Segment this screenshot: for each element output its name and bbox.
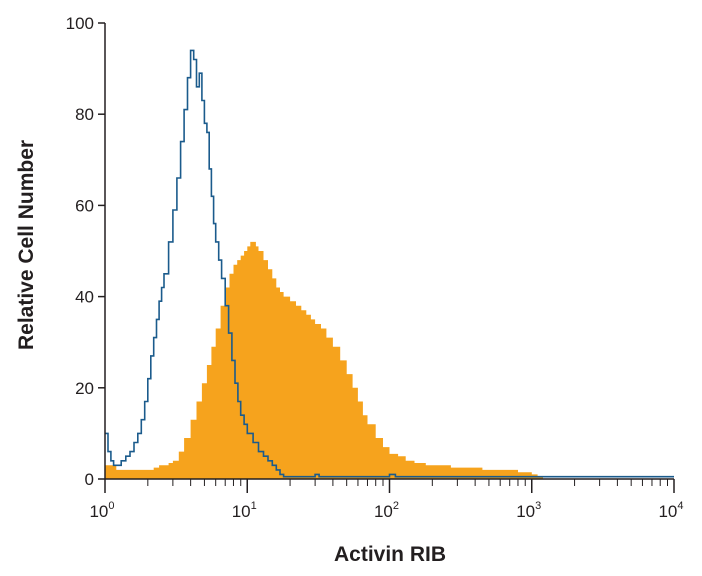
x-tick-label: 104: [658, 500, 683, 521]
x-tick-label: 102: [374, 500, 399, 521]
y-tick-label: 40: [75, 288, 94, 307]
x-axis-ticks: 100 101 102 103 104: [89, 479, 684, 521]
y-tick-label: 100: [66, 14, 94, 33]
x-tick-label: 101: [232, 500, 257, 521]
x-tick-label: 103: [516, 500, 541, 521]
y-tick-label: 60: [75, 196, 94, 215]
plot-series: [105, 49, 674, 479]
series-outline-histogram: [105, 49, 674, 478]
y-tick-label: 0: [85, 470, 94, 489]
x-axis-title: Activin RIB: [334, 543, 446, 566]
y-tick-label: 80: [75, 105, 94, 124]
x-tick-label: 100: [89, 500, 114, 521]
y-axis-title: Relative Cell Number: [15, 140, 38, 350]
series-filled-histogram: [105, 241, 543, 479]
y-tick-label: 20: [75, 379, 94, 398]
y-axis-ticks: 0 20 40 60 80 100: [66, 14, 105, 489]
